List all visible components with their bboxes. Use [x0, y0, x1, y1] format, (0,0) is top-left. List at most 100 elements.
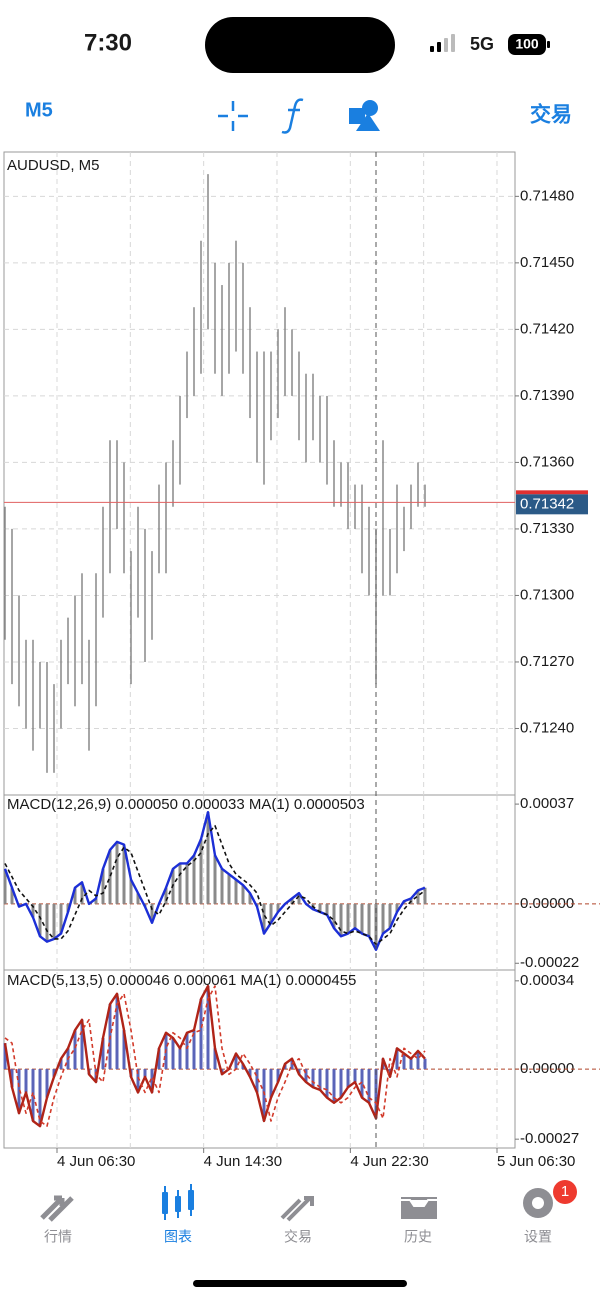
- histogram-bar: [38, 903, 42, 937]
- histogram-bar: [395, 903, 399, 912]
- histogram-bar: [122, 844, 126, 904]
- histogram-bar: [108, 849, 112, 904]
- histogram-bar: [59, 1058, 63, 1070]
- histogram-bar: [360, 903, 364, 934]
- histogram-bar: [409, 1058, 413, 1070]
- histogram-bar: [3, 868, 7, 904]
- histogram-bar: [346, 903, 350, 934]
- y-tick-label: 0.71480: [520, 187, 574, 204]
- tab-icon-quotes: [40, 1195, 74, 1222]
- histogram-bar: [80, 882, 84, 904]
- histogram-bar: [367, 1069, 371, 1103]
- histogram-bar: [94, 898, 98, 904]
- histogram-bar: [199, 998, 203, 1070]
- histogram-bar: [353, 1069, 357, 1083]
- histogram-bar: [241, 885, 245, 904]
- histogram-bar: [311, 1069, 315, 1088]
- histogram-bar: [206, 986, 210, 1070]
- histogram-bar: [206, 812, 210, 904]
- histogram-bar: [80, 1019, 84, 1070]
- histogram-bar: [388, 903, 392, 929]
- histogram-bar: [213, 1048, 217, 1070]
- histogram-bar: [115, 841, 119, 904]
- histogram-bar: [213, 855, 217, 904]
- histogram-bar: [192, 855, 196, 904]
- macd-line: [3, 810, 426, 951]
- dynamic-island: [205, 17, 395, 73]
- tab-label[interactable]: 图表: [164, 1229, 192, 1245]
- objects-button[interactable]: [349, 100, 380, 131]
- histogram-bar: [192, 1030, 196, 1070]
- histogram-bar: [234, 879, 238, 904]
- histogram-bar: [423, 887, 427, 904]
- histogram-bar: [185, 1032, 189, 1070]
- y-tick-label: 0.71420: [520, 320, 574, 337]
- histogram-bar: [157, 1048, 161, 1070]
- tab-label[interactable]: 行情: [44, 1229, 72, 1245]
- histogram-bar: [290, 898, 294, 904]
- tab-label[interactable]: 历史: [404, 1229, 432, 1245]
- histogram-bar: [269, 1069, 273, 1098]
- histogram-bar: [262, 903, 266, 934]
- y-tick-label: -0.00027: [520, 1130, 579, 1147]
- histogram-bar: [248, 1069, 252, 1077]
- status-time: 7:30: [84, 29, 132, 56]
- y-tick-label: 0.00000: [520, 895, 574, 912]
- histogram-bar: [136, 1069, 140, 1093]
- crosshair-button[interactable]: [218, 101, 248, 131]
- badge-count: 1: [561, 1183, 569, 1200]
- histogram-bar: [353, 903, 357, 929]
- histogram-bar: [17, 1069, 21, 1114]
- histogram-bar: [59, 903, 63, 934]
- histogram-bar: [150, 1069, 154, 1093]
- histogram-bar: [297, 893, 301, 904]
- histogram-bar: [115, 993, 119, 1070]
- histogram-bar: [416, 890, 420, 904]
- histogram-bar: [402, 1053, 406, 1070]
- histogram-bar: [122, 1030, 126, 1070]
- x-tick-label: 4 Jun 22:30: [350, 1153, 428, 1170]
- x-tick-label: 4 Jun 14:30: [204, 1153, 282, 1170]
- tab-icon-chart: [162, 1184, 194, 1220]
- histogram-bar: [185, 863, 189, 904]
- histogram-bar: [346, 1069, 350, 1088]
- battery-nub: [547, 41, 550, 48]
- histogram-bar: [143, 1069, 147, 1077]
- histogram-bar: [339, 1069, 343, 1098]
- histogram-bar: [332, 903, 336, 929]
- histogram-bar: [101, 868, 105, 904]
- histogram-bar: [269, 903, 273, 923]
- x-tick-label: 4 Jun 06:30: [57, 1153, 135, 1170]
- histogram-bar: [318, 1069, 322, 1090]
- histogram-bar: [73, 1030, 77, 1070]
- histogram-bar: [220, 868, 224, 904]
- histogram-bar: [10, 1069, 14, 1088]
- histogram-bar: [199, 839, 203, 904]
- histogram-bar: [318, 903, 322, 912]
- histogram-bar: [234, 1053, 238, 1070]
- histogram-bar: [248, 893, 252, 904]
- histogram-bar: [178, 863, 182, 904]
- histogram-bar: [325, 903, 329, 915]
- histogram-bar: [381, 903, 385, 934]
- macd-line: [3, 984, 426, 1128]
- tab-label[interactable]: 交易: [284, 1229, 312, 1245]
- indicator-button[interactable]: [281, 98, 304, 134]
- histogram-bar: [325, 1069, 329, 1098]
- histogram-bar: [52, 1069, 56, 1077]
- trade-button[interactable]: 交易: [530, 103, 572, 127]
- timeframe-button[interactable]: M5: [25, 99, 53, 121]
- histogram-bar: [150, 903, 154, 923]
- histogram-bar: [31, 1069, 35, 1122]
- panel-title: MACD(5,13,5) 0.000046 0.000061 MA(1) 0.0…: [7, 972, 356, 989]
- y-tick-label: 0.71450: [520, 254, 574, 271]
- signal-icon: [430, 34, 455, 52]
- histogram-bar: [395, 1048, 399, 1070]
- histogram-bar: [423, 1058, 427, 1070]
- histogram-bar: [276, 1069, 280, 1083]
- current-price-label: 0.71342: [520, 495, 574, 512]
- histogram-bar: [241, 1063, 245, 1070]
- y-tick-label: 0.71300: [520, 586, 574, 603]
- tab-label[interactable]: 设置: [524, 1229, 552, 1245]
